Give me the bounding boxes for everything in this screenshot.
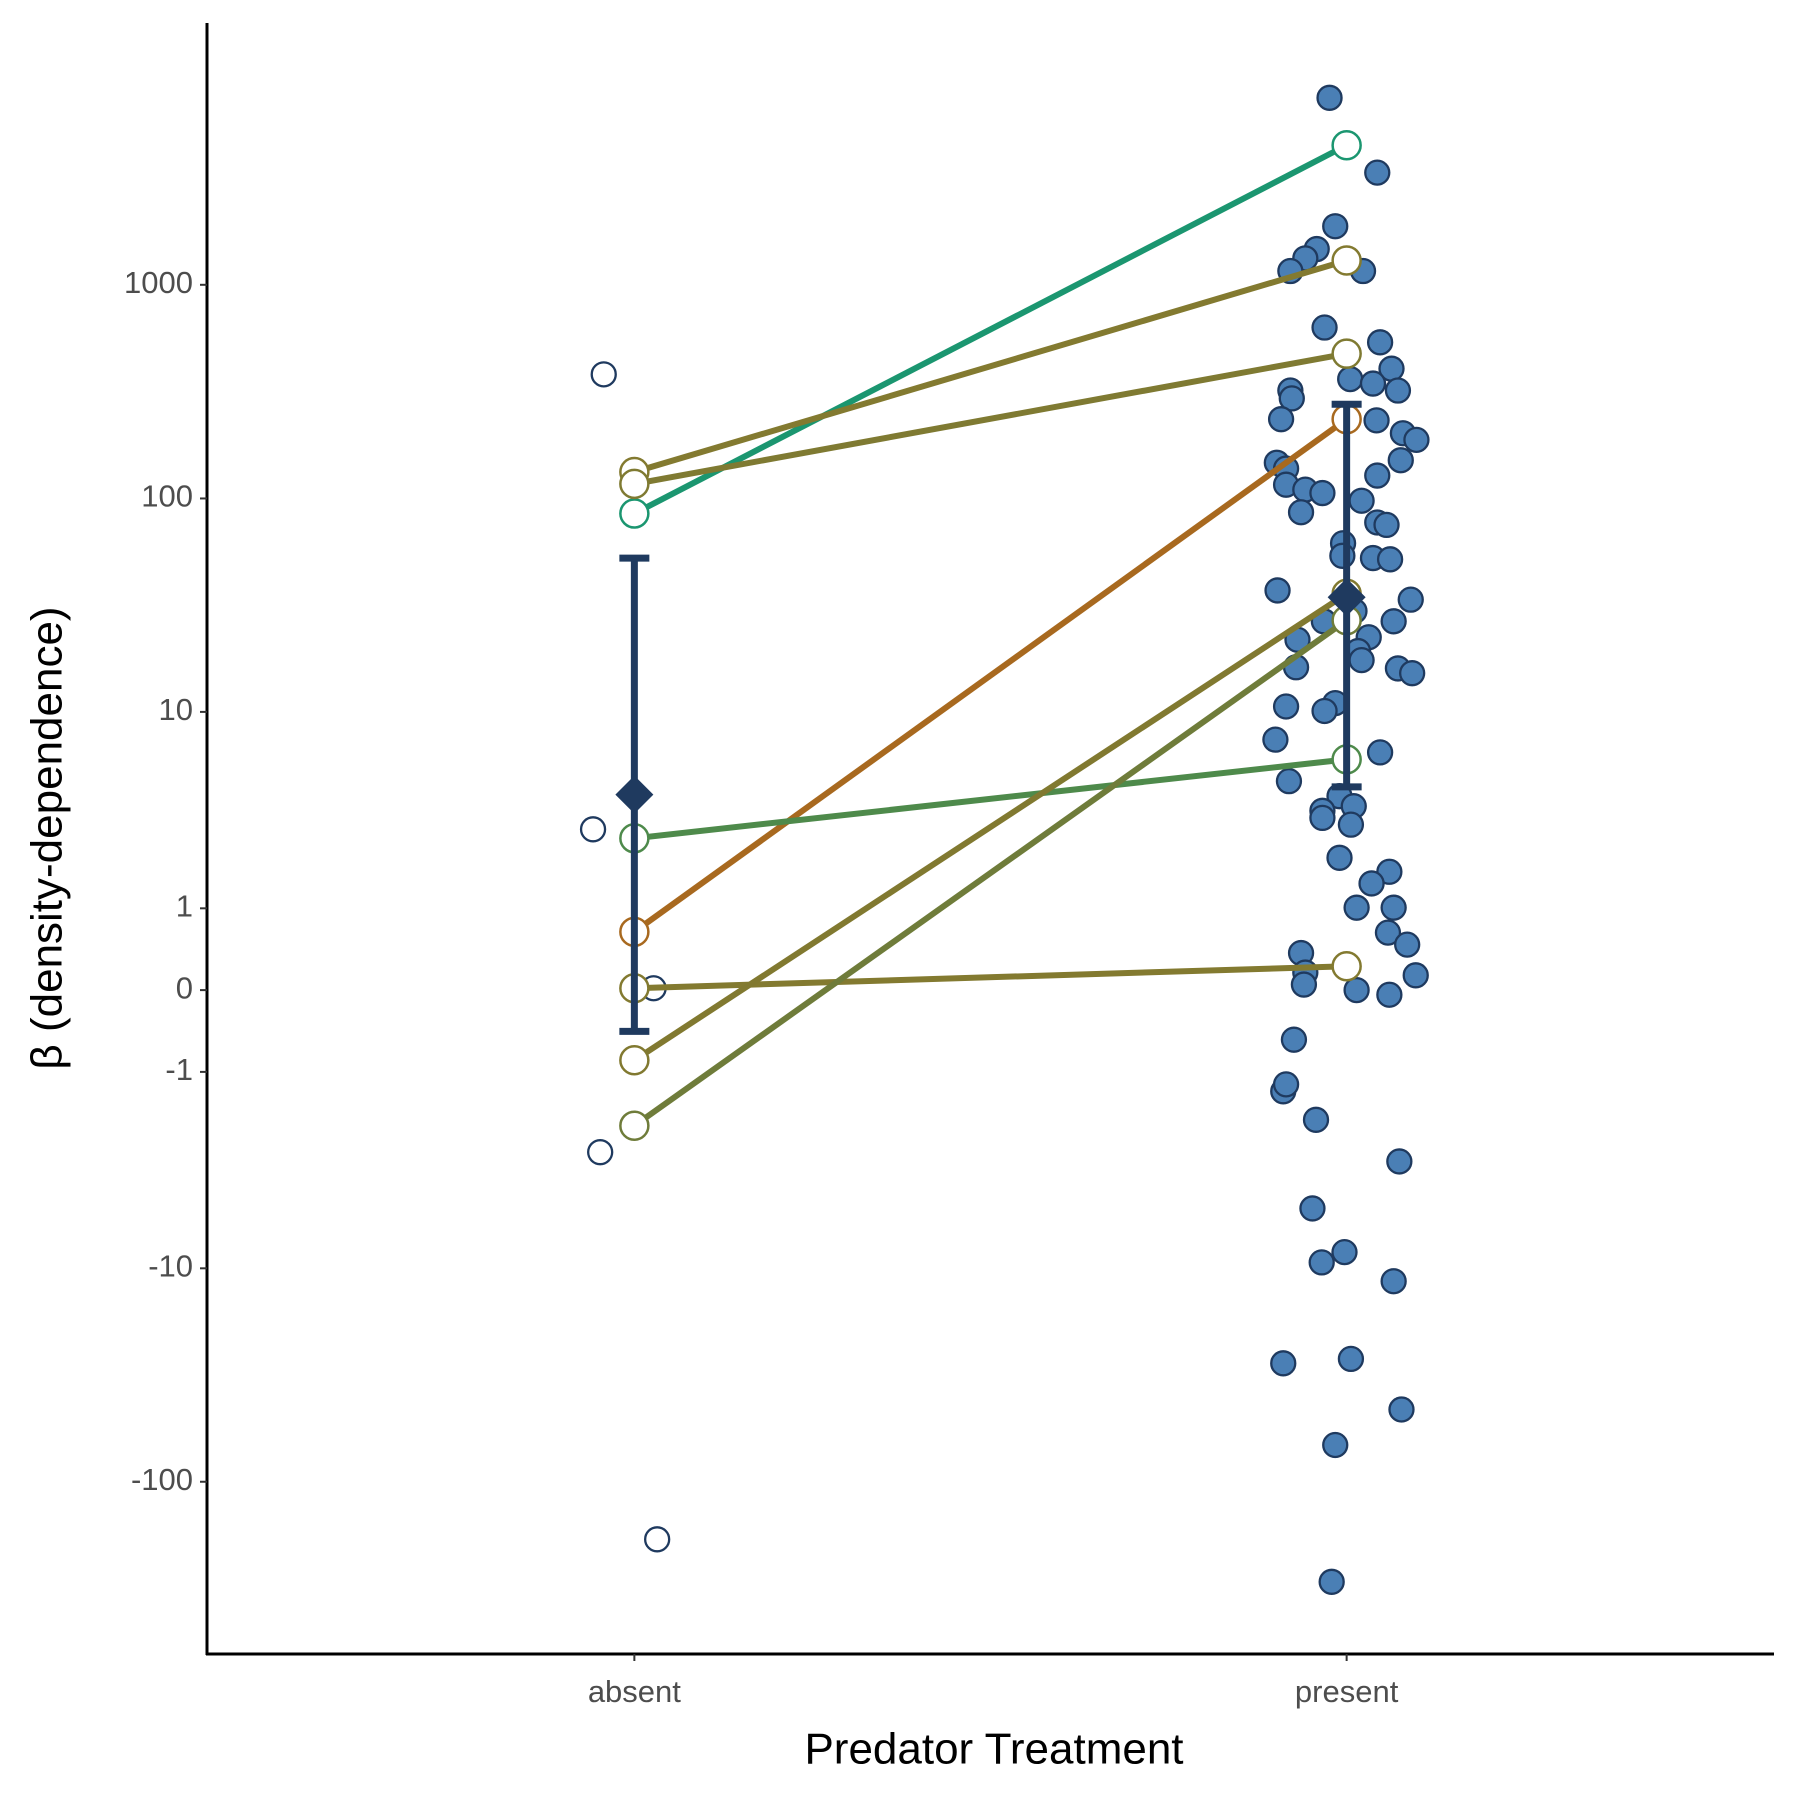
y-tick-label: 1000 — [124, 265, 193, 300]
pair-line — [632, 416, 1349, 935]
point — [1380, 608, 1407, 635]
y-tick-label: 1 — [176, 889, 193, 924]
point — [1272, 693, 1300, 720]
point — [1329, 542, 1356, 569]
point — [1388, 1396, 1415, 1423]
point — [1348, 646, 1375, 674]
pair-line — [632, 142, 1349, 517]
pair-point — [619, 498, 650, 529]
point — [1343, 894, 1370, 921]
point — [1311, 697, 1338, 725]
point — [1373, 511, 1400, 539]
point — [1337, 811, 1365, 838]
point — [1364, 159, 1391, 186]
point — [1322, 213, 1349, 240]
y-tick-label: 100 — [141, 479, 193, 514]
point — [1384, 377, 1412, 404]
pair-point — [1331, 129, 1362, 161]
pair-line — [633, 350, 1348, 487]
point — [1397, 586, 1424, 613]
point — [587, 1139, 614, 1166]
point — [1267, 406, 1295, 433]
point — [644, 1526, 671, 1553]
point — [1364, 462, 1391, 489]
point — [1374, 919, 1402, 946]
point — [1402, 962, 1429, 989]
point — [1308, 1249, 1335, 1276]
pair-line — [634, 963, 1347, 992]
mean-marker — [615, 775, 654, 814]
point — [1380, 894, 1407, 921]
point — [1309, 804, 1336, 832]
y-tick-label: -100 — [131, 1462, 193, 1497]
point — [1376, 981, 1403, 1008]
point — [1264, 577, 1291, 604]
point — [1331, 1238, 1358, 1266]
point — [1366, 739, 1394, 766]
y-axis-title: β (density-dependence) — [23, 606, 72, 1069]
point — [1348, 487, 1375, 514]
x-tick-label: present — [1295, 1674, 1399, 1709]
point — [1280, 1026, 1308, 1053]
pair-point — [619, 468, 650, 500]
point — [1366, 329, 1394, 356]
point — [1387, 447, 1414, 474]
point — [1278, 385, 1305, 412]
mean-marker — [1327, 578, 1366, 617]
pair-line — [632, 617, 1349, 1129]
point — [1394, 931, 1421, 958]
point — [1272, 1071, 1300, 1098]
point — [1302, 1106, 1330, 1133]
pair-point — [1331, 245, 1362, 276]
point — [1299, 1195, 1326, 1222]
point — [1359, 370, 1387, 397]
point — [1399, 660, 1426, 687]
x-tick-label: absent — [588, 1674, 681, 1709]
point — [1316, 84, 1343, 111]
point — [1309, 479, 1336, 507]
point — [1363, 407, 1390, 434]
point — [1403, 426, 1430, 454]
point — [1326, 844, 1353, 871]
point — [1337, 1345, 1365, 1373]
point — [1311, 314, 1338, 341]
pair-point — [1331, 338, 1362, 369]
pair-point — [619, 1110, 650, 1141]
point — [1318, 1568, 1345, 1595]
point — [1322, 1431, 1349, 1459]
pair-line — [633, 257, 1348, 475]
point — [1386, 1148, 1413, 1175]
point — [1337, 365, 1364, 393]
y-tick-label: -1 — [165, 1052, 193, 1087]
point — [579, 816, 607, 843]
point — [1270, 1350, 1297, 1377]
pair-line — [634, 756, 1347, 842]
point — [1358, 870, 1385, 897]
y-tick-label: 10 — [159, 692, 193, 727]
point — [1343, 976, 1370, 1004]
point — [1376, 546, 1404, 573]
y-tick-label: 0 — [176, 970, 193, 1005]
pair-point — [619, 1045, 650, 1076]
point — [1380, 1268, 1407, 1295]
point — [1290, 971, 1318, 998]
point — [590, 361, 617, 388]
pair-line — [632, 591, 1349, 1063]
pair-point — [1331, 950, 1362, 982]
point — [1262, 726, 1289, 753]
x-axis-title: Predator Treatment — [804, 1725, 1183, 1774]
y-tick-label: -10 — [148, 1249, 193, 1284]
point — [1287, 499, 1315, 526]
point — [1275, 768, 1303, 795]
